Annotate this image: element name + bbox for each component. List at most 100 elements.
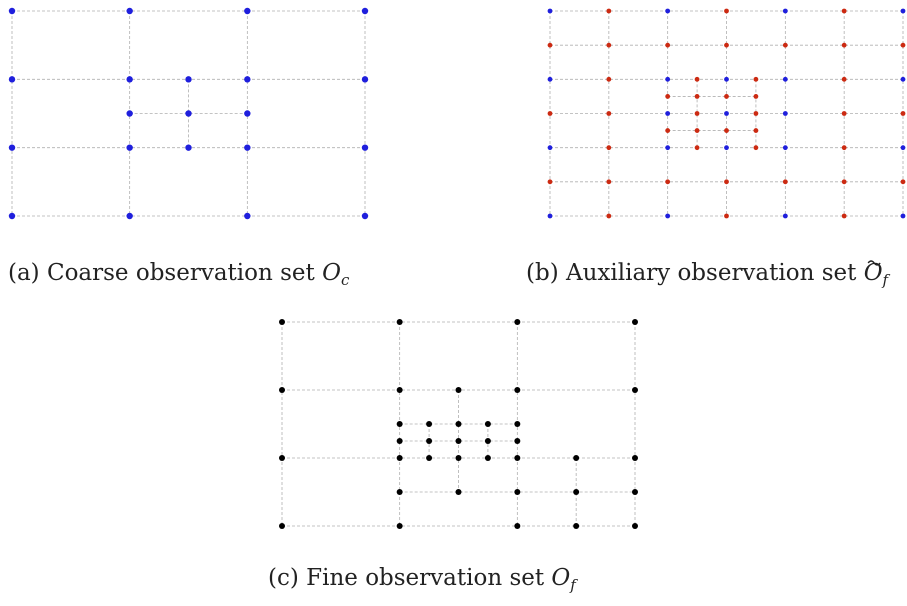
caption-a-subscript: c	[341, 271, 350, 289]
coarse-point	[782, 213, 788, 219]
panel-coarse-observation-set	[8, 7, 369, 220]
auxiliary-point	[782, 42, 788, 48]
auxiliary-point	[724, 94, 729, 99]
caption-c-symbol: O	[551, 565, 570, 591]
coarse-point	[361, 7, 369, 15]
auxiliary-point	[724, 42, 729, 48]
auxiliary-point	[547, 42, 553, 48]
coarse-point	[900, 145, 906, 151]
fine-point	[632, 523, 638, 529]
auxiliary-point	[782, 179, 788, 185]
auxiliary-point	[753, 128, 759, 133]
fine-point	[573, 489, 580, 495]
fine-point	[632, 489, 638, 495]
fine-point	[514, 438, 521, 444]
caption-c-subscript: f	[569, 576, 578, 594]
auxiliary-point	[694, 76, 700, 82]
auxiliary-point	[606, 179, 612, 185]
coarse-point	[126, 76, 133, 83]
caption-b-symbol: O	[864, 260, 883, 286]
auxiliary-point	[547, 111, 553, 116]
caption-b-subscript: f	[882, 271, 891, 289]
coarse-point	[8, 7, 16, 15]
coarse-point	[361, 212, 369, 220]
auxiliary-point	[694, 128, 700, 133]
coarse-point	[126, 144, 133, 151]
coarse-point	[361, 76, 369, 83]
coarse-point	[724, 145, 729, 151]
coarse-point	[900, 213, 906, 219]
fine-point	[455, 438, 462, 444]
auxiliary-point	[753, 111, 759, 116]
auxiliary-point	[606, 8, 612, 14]
caption-b-tilde	[867, 260, 881, 266]
auxiliary-point	[753, 145, 759, 151]
fine-point	[396, 523, 403, 529]
coarse-point	[244, 7, 251, 15]
auxiliary-point	[665, 128, 671, 133]
coarse-point	[724, 111, 729, 116]
coarse-point	[782, 76, 788, 82]
auxiliary-point	[900, 179, 906, 185]
fine-point	[455, 421, 462, 427]
fine-point	[396, 421, 403, 427]
fine-point	[455, 455, 462, 461]
auxiliary-point	[694, 111, 700, 116]
auxiliary-point	[606, 213, 612, 219]
panel-auxiliary-observation-set	[547, 8, 906, 219]
fine-point	[632, 455, 638, 461]
coarse-point	[665, 145, 671, 151]
coarse-point	[547, 76, 553, 82]
caption-b: (b) Auxiliary observation set Of	[526, 260, 891, 289]
auxiliary-point	[841, 179, 847, 185]
coarse-point	[547, 213, 553, 219]
caption-a-symbol: O	[322, 260, 341, 286]
coarse-point	[665, 111, 671, 116]
auxiliary-point	[900, 111, 906, 116]
fine-point	[279, 319, 285, 325]
fine-point	[632, 319, 638, 325]
fine-point	[514, 489, 521, 495]
coarse-point	[782, 145, 788, 151]
fine-point	[396, 489, 403, 495]
coarse-point	[724, 76, 729, 82]
coarse-point	[782, 111, 788, 116]
fine-point	[514, 319, 521, 325]
fine-point	[455, 387, 462, 393]
auxiliary-point	[606, 42, 612, 48]
fine-point	[514, 523, 521, 529]
fine-point	[455, 489, 462, 495]
coarse-point	[244, 110, 251, 117]
fine-point	[279, 387, 285, 393]
caption-b-text: (b) Auxiliary observation set	[526, 260, 864, 286]
fine-point	[514, 387, 521, 393]
auxiliary-point	[724, 8, 729, 14]
auxiliary-point	[724, 128, 729, 133]
fine-point	[573, 455, 580, 461]
coarse-point	[126, 7, 133, 15]
fine-point	[279, 523, 285, 529]
coarse-point	[782, 8, 788, 14]
fine-point	[279, 455, 285, 461]
auxiliary-point	[753, 94, 759, 99]
auxiliary-point	[841, 76, 847, 82]
fine-point	[426, 438, 433, 444]
coarse-point	[665, 213, 671, 219]
fine-point	[514, 421, 521, 427]
fine-point	[484, 455, 491, 461]
auxiliary-point	[753, 76, 759, 82]
auxiliary-point	[900, 42, 906, 48]
auxiliary-point	[841, 42, 847, 48]
coarse-point	[244, 76, 251, 83]
coarse-point	[185, 76, 192, 83]
coarse-point	[185, 144, 192, 151]
coarse-point	[8, 144, 16, 151]
auxiliary-point	[665, 94, 671, 99]
auxiliary-point	[694, 94, 700, 99]
auxiliary-point	[665, 42, 671, 48]
auxiliary-point	[841, 145, 847, 151]
auxiliary-point	[606, 76, 612, 82]
coarse-point	[361, 144, 369, 151]
auxiliary-point	[724, 213, 729, 219]
